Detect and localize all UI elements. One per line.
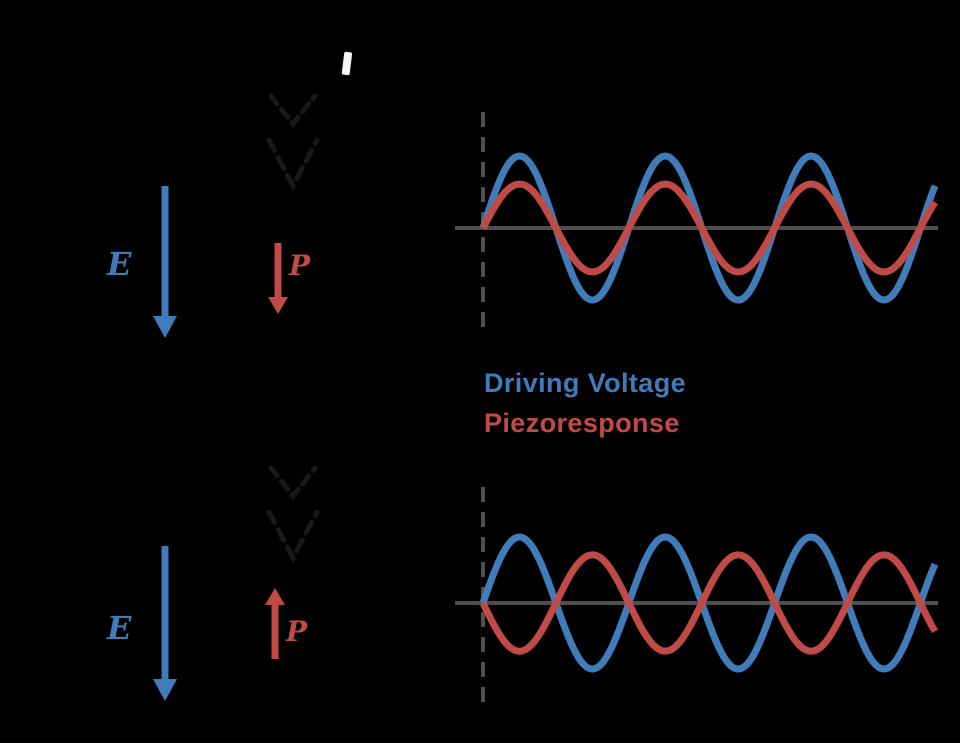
piezoresponse-wave-bottom [479,551,939,655]
tip-oscillation-chevron-small-bottom [268,465,318,501]
electric-field-label-bottom: E [107,609,132,647]
tip-oscillation-chevron-small-top [268,93,318,129]
tip-oscillation-chevron-large-bottom [266,509,320,564]
cantilever-highlight-mark [341,51,353,76]
polarization-arrow-top-head [268,297,288,314]
polarization-label-bottom: P [286,615,308,648]
polarization-arrow-bottom-head [265,588,285,605]
electric-field-label-top: E [107,245,132,283]
electric-field-arrow-bottom-head [153,679,177,701]
tip-oscillation-chevron-large-top [266,137,320,192]
piezoresponse-wave-top [479,180,938,276]
electric-field-arrow-top-head [153,316,177,338]
driving-voltage-wave-bottom [479,533,939,673]
polarization-label-top: P [289,249,311,282]
legend-driving-voltage: Driving Voltage [484,368,687,398]
legend-piezoresponse: Piezoresponse [484,408,680,438]
